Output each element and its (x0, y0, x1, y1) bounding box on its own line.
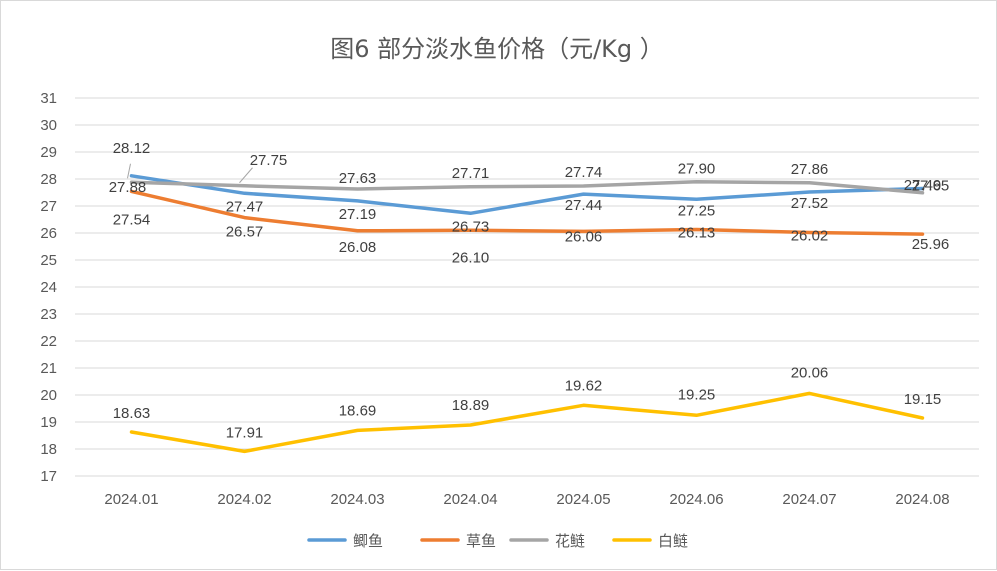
data-label: 18.63 (113, 405, 151, 422)
data-label: 18.69 (339, 402, 377, 419)
y-tick-label: 20 (40, 387, 57, 404)
legend: 鲫鱼 草鱼 花鲢 白鲢 (307, 532, 688, 550)
series-line-2 (129, 179, 925, 195)
data-label: 27.25 (678, 202, 716, 219)
data-label: 27.54 (113, 211, 151, 228)
y-tick-label: 19 (40, 414, 57, 431)
label-leaders (127, 163, 253, 184)
series-line-0 (129, 174, 925, 216)
data-label: 27.65 (912, 177, 950, 194)
data-label: 19.25 (678, 386, 716, 403)
data-label: 27.74 (565, 164, 603, 181)
legend-label: 花鲢 (555, 532, 585, 550)
legend-label: 鲫鱼 (353, 532, 383, 550)
data-label: 26.57 (226, 224, 264, 241)
y-tick-label: 26 (40, 225, 57, 242)
data-label: 25.96 (912, 236, 950, 253)
y-tick-label: 28 (40, 171, 57, 188)
y-tick-label: 22 (40, 333, 57, 350)
data-label: 26.02 (791, 227, 829, 244)
data-label: 18.89 (452, 397, 490, 414)
legend-label: 草鱼 (466, 532, 496, 550)
data-label: 27.52 (791, 195, 829, 212)
series-line-1 (129, 189, 925, 236)
data-label: 27.71 (452, 165, 490, 182)
label-leader-line (127, 163, 131, 179)
y-tick-label: 30 (40, 117, 57, 134)
data-label: 26.13 (678, 224, 716, 241)
x-tick-label: 2024.04 (443, 491, 497, 508)
data-label: 28.12 (113, 140, 151, 157)
x-tick-label: 2024.08 (895, 491, 949, 508)
data-labels: 28.12 27.47 27.19 26.73 27.44 27.25 27.52 27.65… (109, 140, 950, 442)
x-tick-label: 2024.06 (669, 491, 723, 508)
y-tick-label: 25 (40, 252, 57, 269)
series-line-3 (129, 391, 925, 454)
data-label: 27.86 (791, 161, 829, 178)
data-label: 17.91 (226, 424, 264, 441)
data-label: 27.49 (904, 177, 942, 194)
data-label: 27.19 (339, 206, 377, 223)
data-label: 20.06 (791, 364, 829, 381)
data-label: 27.90 (678, 161, 716, 178)
x-tick-label: 2024.05 (556, 491, 610, 508)
data-label: 26.10 (452, 249, 490, 266)
data-label: 27.88 (109, 179, 147, 196)
data-label: 19.15 (904, 391, 942, 408)
data-label: 27.44 (565, 197, 603, 214)
chart-title: 图6 部分淡水鱼价格（元/Kg ） (330, 35, 664, 63)
y-tick-label: 18 (40, 441, 57, 458)
label-leader-line (239, 167, 253, 184)
data-label: 27.75 (250, 152, 288, 169)
y-tick-label: 23 (40, 306, 57, 323)
y-tick-label: 31 (40, 90, 57, 107)
series-lines (129, 174, 925, 454)
x-tick-label: 2024.01 (104, 491, 158, 508)
gridlines (75, 97, 979, 477)
data-label: 26.08 (339, 239, 377, 256)
y-tick-label: 27 (40, 198, 57, 215)
data-label: 19.62 (565, 377, 603, 394)
x-tick-label: 2024.03 (330, 491, 384, 508)
data-label: 27.47 (226, 198, 264, 215)
y-tick-label: 17 (40, 468, 57, 485)
x-axis-ticks: 2024.01 2024.02 2024.03 2024.04 2024.05 2024.… (104, 491, 949, 508)
data-label: 26.06 (565, 228, 603, 245)
y-tick-label: 29 (40, 144, 57, 161)
x-tick-label: 2024.07 (782, 491, 836, 508)
y-axis-ticks: 17 18 19 20 21 22 23 24 25 26 27 28 29 30 31 (40, 90, 57, 485)
y-tick-label: 24 (40, 279, 57, 296)
data-label: 26.73 (452, 218, 490, 235)
legend-label: 白鲢 (658, 532, 688, 550)
x-tick-label: 2024.02 (217, 491, 271, 508)
data-label: 27.63 (339, 170, 377, 187)
y-tick-label: 21 (40, 360, 57, 377)
